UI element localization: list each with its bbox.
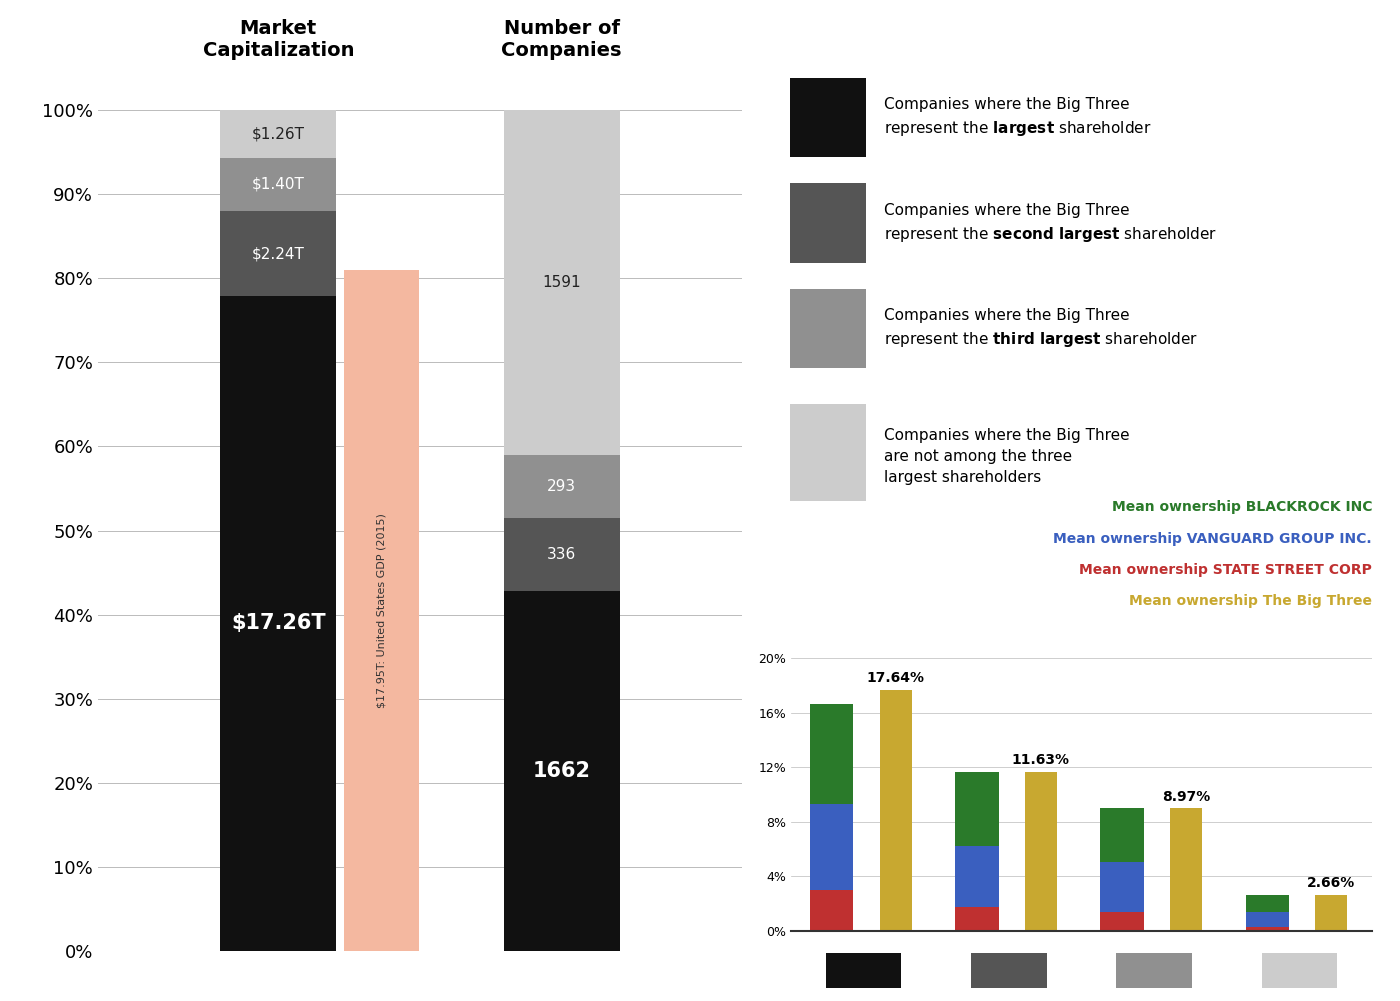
Text: Companies where the Big Three
are not among the three
largest shareholders: Companies where the Big Three are not am… xyxy=(883,428,1130,484)
Bar xyxy=(504,591,620,951)
Bar xyxy=(1100,912,1144,931)
Text: 1591: 1591 xyxy=(542,275,581,290)
Text: $17.26T: $17.26T xyxy=(231,614,326,634)
Text: $17.95T: United States GDP (2015): $17.95T: United States GDP (2015) xyxy=(377,513,386,708)
Bar xyxy=(955,846,998,908)
Text: 1662: 1662 xyxy=(532,761,591,781)
Text: 17.64%: 17.64% xyxy=(867,672,924,686)
Bar xyxy=(809,704,854,804)
Bar xyxy=(343,270,419,951)
Text: $1.26T: $1.26T xyxy=(252,126,305,141)
Bar xyxy=(809,890,854,931)
Bar xyxy=(1246,927,1289,931)
Bar xyxy=(504,454,620,519)
Bar xyxy=(1025,772,1057,931)
Text: Companies where the Big Three
represent the $\bf{largest}$ shareholder: Companies where the Big Three represent … xyxy=(883,97,1151,138)
Text: Mean ownership VANGUARD GROUP INC.: Mean ownership VANGUARD GROUP INC. xyxy=(1053,532,1372,546)
Bar xyxy=(972,953,1047,989)
Text: Mean ownership STATE STREET CORP: Mean ownership STATE STREET CORP xyxy=(1079,563,1372,577)
Text: Mean ownership BLACKROCK INC: Mean ownership BLACKROCK INC xyxy=(1112,500,1372,515)
Bar xyxy=(790,289,867,368)
Bar xyxy=(826,953,902,989)
Bar xyxy=(809,804,854,890)
Text: 336: 336 xyxy=(547,548,577,563)
Text: $2.24T: $2.24T xyxy=(252,246,305,261)
Bar xyxy=(955,908,998,931)
Bar xyxy=(220,158,336,211)
Bar xyxy=(1261,953,1337,989)
Bar xyxy=(220,296,336,951)
Text: 11.63%: 11.63% xyxy=(1012,754,1070,768)
Bar xyxy=(504,519,620,591)
Bar xyxy=(220,110,336,158)
Text: Market
Capitalization: Market Capitalization xyxy=(203,19,354,60)
Text: 293: 293 xyxy=(547,478,577,493)
Text: Mean ownership The Big Three: Mean ownership The Big Three xyxy=(1128,595,1372,609)
Bar xyxy=(790,78,867,157)
Bar xyxy=(790,403,867,510)
Bar xyxy=(1170,809,1203,931)
Bar xyxy=(220,211,336,296)
Bar xyxy=(1246,912,1289,927)
Text: 2.66%: 2.66% xyxy=(1308,876,1355,890)
Text: Number of
Companies: Number of Companies xyxy=(501,19,622,60)
Bar xyxy=(504,110,620,454)
Text: $1.40T: $1.40T xyxy=(252,177,305,192)
Bar xyxy=(1116,953,1191,989)
Bar xyxy=(955,772,998,846)
Bar xyxy=(879,690,911,931)
Text: Companies where the Big Three
represent the $\bf{third\ largest}$ shareholder: Companies where the Big Three represent … xyxy=(883,308,1198,349)
Bar xyxy=(1246,895,1289,912)
Bar xyxy=(1100,809,1144,862)
Bar xyxy=(1100,862,1144,912)
Bar xyxy=(790,183,867,262)
Text: 8.97%: 8.97% xyxy=(1162,790,1210,804)
Bar xyxy=(1316,895,1347,931)
Text: Companies where the Big Three
represent the $\bf{second\ largest}$ shareholder: Companies where the Big Three represent … xyxy=(883,202,1217,243)
